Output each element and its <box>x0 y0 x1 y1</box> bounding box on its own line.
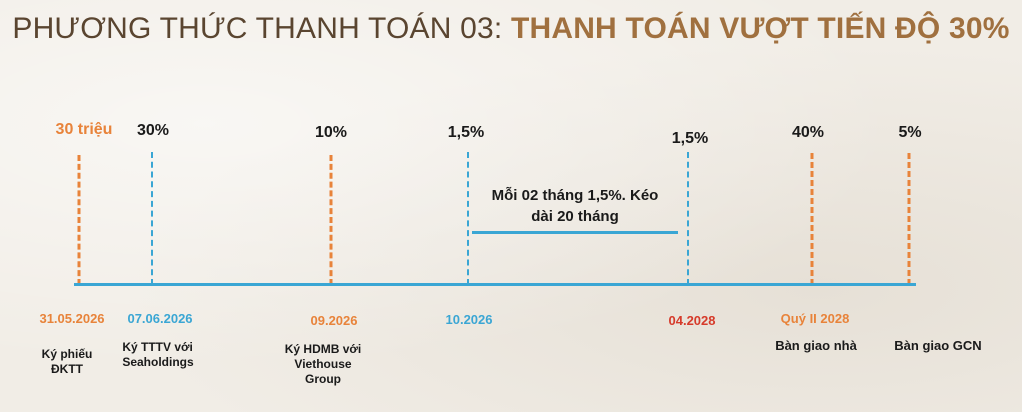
milestone-date-hdmb: 09.2026 <box>310 313 358 328</box>
milestone-desc-handover: Bàn giao nhà <box>775 338 857 353</box>
milestone-marker-hdmb <box>329 155 333 285</box>
milestone-marker-installment-start <box>467 152 469 285</box>
installment-note-line-1: Mỗi 02 tháng 1,5%. Kéo <box>491 187 659 204</box>
milestone-marker-certificate <box>907 153 911 285</box>
milestone-marker-installment-end <box>687 152 689 285</box>
milestone-desc-contract: Ký TTTV với Seaholdings <box>122 340 193 370</box>
milestone-desc-hdmb-line-1: Ký HDMB với <box>284 342 362 356</box>
milestone-date-handover: Quý II 2028 <box>780 311 850 326</box>
title-highlight: THANH TOÁN VƯỢT TIẾN ĐỘ 30% <box>510 12 1010 45</box>
milestone-date-contract: 07.06.2026 <box>127 311 193 326</box>
milestone-amount-handover: 40% <box>791 124 825 141</box>
milestone-marker-handover <box>810 153 814 285</box>
milestone-desc-deposit-line-1: Ký phiếu <box>41 347 93 361</box>
milestone-amount-contract: 30% <box>136 122 170 139</box>
installment-note: Mỗi 02 tháng 1,5%. Kéo dài 20 tháng <box>470 185 680 227</box>
title-prefix: PHƯƠNG THỨC THANH TOÁN 03: <box>12 12 511 45</box>
milestone-amount-installment-end: 1,5% <box>671 130 709 147</box>
milestone-desc-hdmb: Ký HDMB với Viethouse Group <box>285 342 362 387</box>
milestone-desc-deposit-line-2: ĐKTT <box>50 362 83 376</box>
milestone-date-installment-end: 04.2028 <box>668 313 716 328</box>
installment-span-line <box>472 231 678 234</box>
milestone-desc-contract-line-2: Seaholdings <box>122 355 194 369</box>
milestone-amount-installment-start: 1,5% <box>447 124 485 141</box>
milestone-desc-certificate-line-1: Bàn giao GCN <box>894 338 982 353</box>
milestone-amount-hdmb: 10% <box>314 124 348 141</box>
milestone-desc-deposit: Ký phiếu ĐKTT <box>42 347 93 377</box>
milestone-marker-contract <box>151 152 153 285</box>
milestone-date-deposit: 31.05.2026 <box>39 311 105 326</box>
milestone-desc-contract-line-1: Ký TTTV với <box>122 340 193 354</box>
milestone-desc-certificate: Bàn giao GCN <box>894 338 981 353</box>
installment-note-line-2: dài 20 tháng <box>531 208 619 225</box>
milestone-desc-handover-line-1: Bàn giao nhà <box>775 338 857 353</box>
milestone-amount-deposit: 30 triệu <box>55 121 113 138</box>
milestone-date-installment-start: 10.2026 <box>445 312 493 327</box>
milestone-marker-deposit <box>77 155 81 285</box>
page-title: PHƯƠNG THỨC THANH TOÁN 03: THANH TOÁN VƯ… <box>0 12 1022 46</box>
milestone-desc-hdmb-line-2: Viethouse <box>294 357 352 371</box>
timeline-axis <box>74 283 916 286</box>
milestone-amount-certificate: 5% <box>898 124 922 141</box>
milestone-desc-hdmb-line-3: Group <box>304 372 341 386</box>
